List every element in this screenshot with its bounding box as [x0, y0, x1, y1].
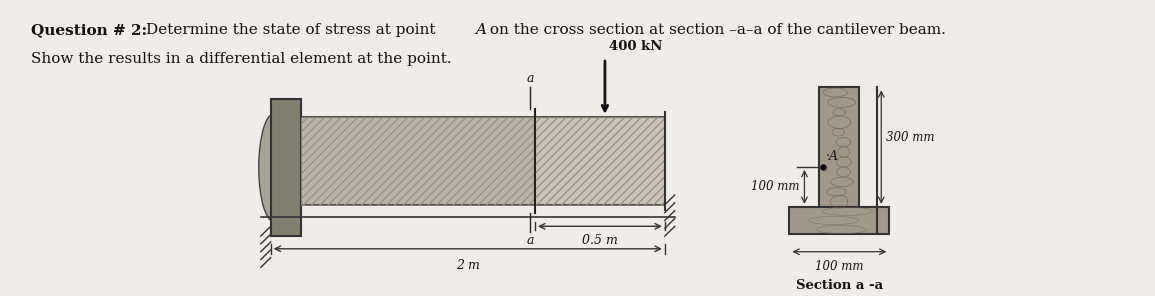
Text: a: a: [527, 234, 534, 247]
Bar: [535, 117, 665, 205]
Bar: [300, 117, 535, 205]
Text: 0.5 m: 0.5 m: [582, 234, 618, 247]
Ellipse shape: [259, 114, 289, 221]
Bar: [300, 117, 535, 205]
Bar: [535, 117, 665, 205]
Text: Question # 2:: Question # 2:: [31, 23, 148, 37]
Text: Section a -a: Section a -a: [796, 279, 882, 292]
Bar: [819, 87, 859, 207]
Text: Show the results in a differential element at the point.: Show the results in a differential eleme…: [31, 52, 452, 66]
Text: 100 mm: 100 mm: [751, 180, 799, 193]
Text: ·A: ·A: [826, 150, 840, 163]
Text: 2 m: 2 m: [456, 259, 479, 271]
Text: 400 kN: 400 kN: [609, 40, 662, 53]
Text: on the cross section at section –a–a of the cantilever beam.: on the cross section at section –a–a of …: [485, 23, 946, 37]
Text: A: A: [475, 23, 486, 37]
Text: 100 mm: 100 mm: [815, 260, 864, 273]
Text: a: a: [527, 73, 534, 86]
Text: 300 mm: 300 mm: [886, 131, 934, 144]
Bar: [790, 207, 889, 234]
Bar: [270, 99, 300, 236]
Text: Determine the state of stress at point: Determine the state of stress at point: [146, 23, 440, 37]
